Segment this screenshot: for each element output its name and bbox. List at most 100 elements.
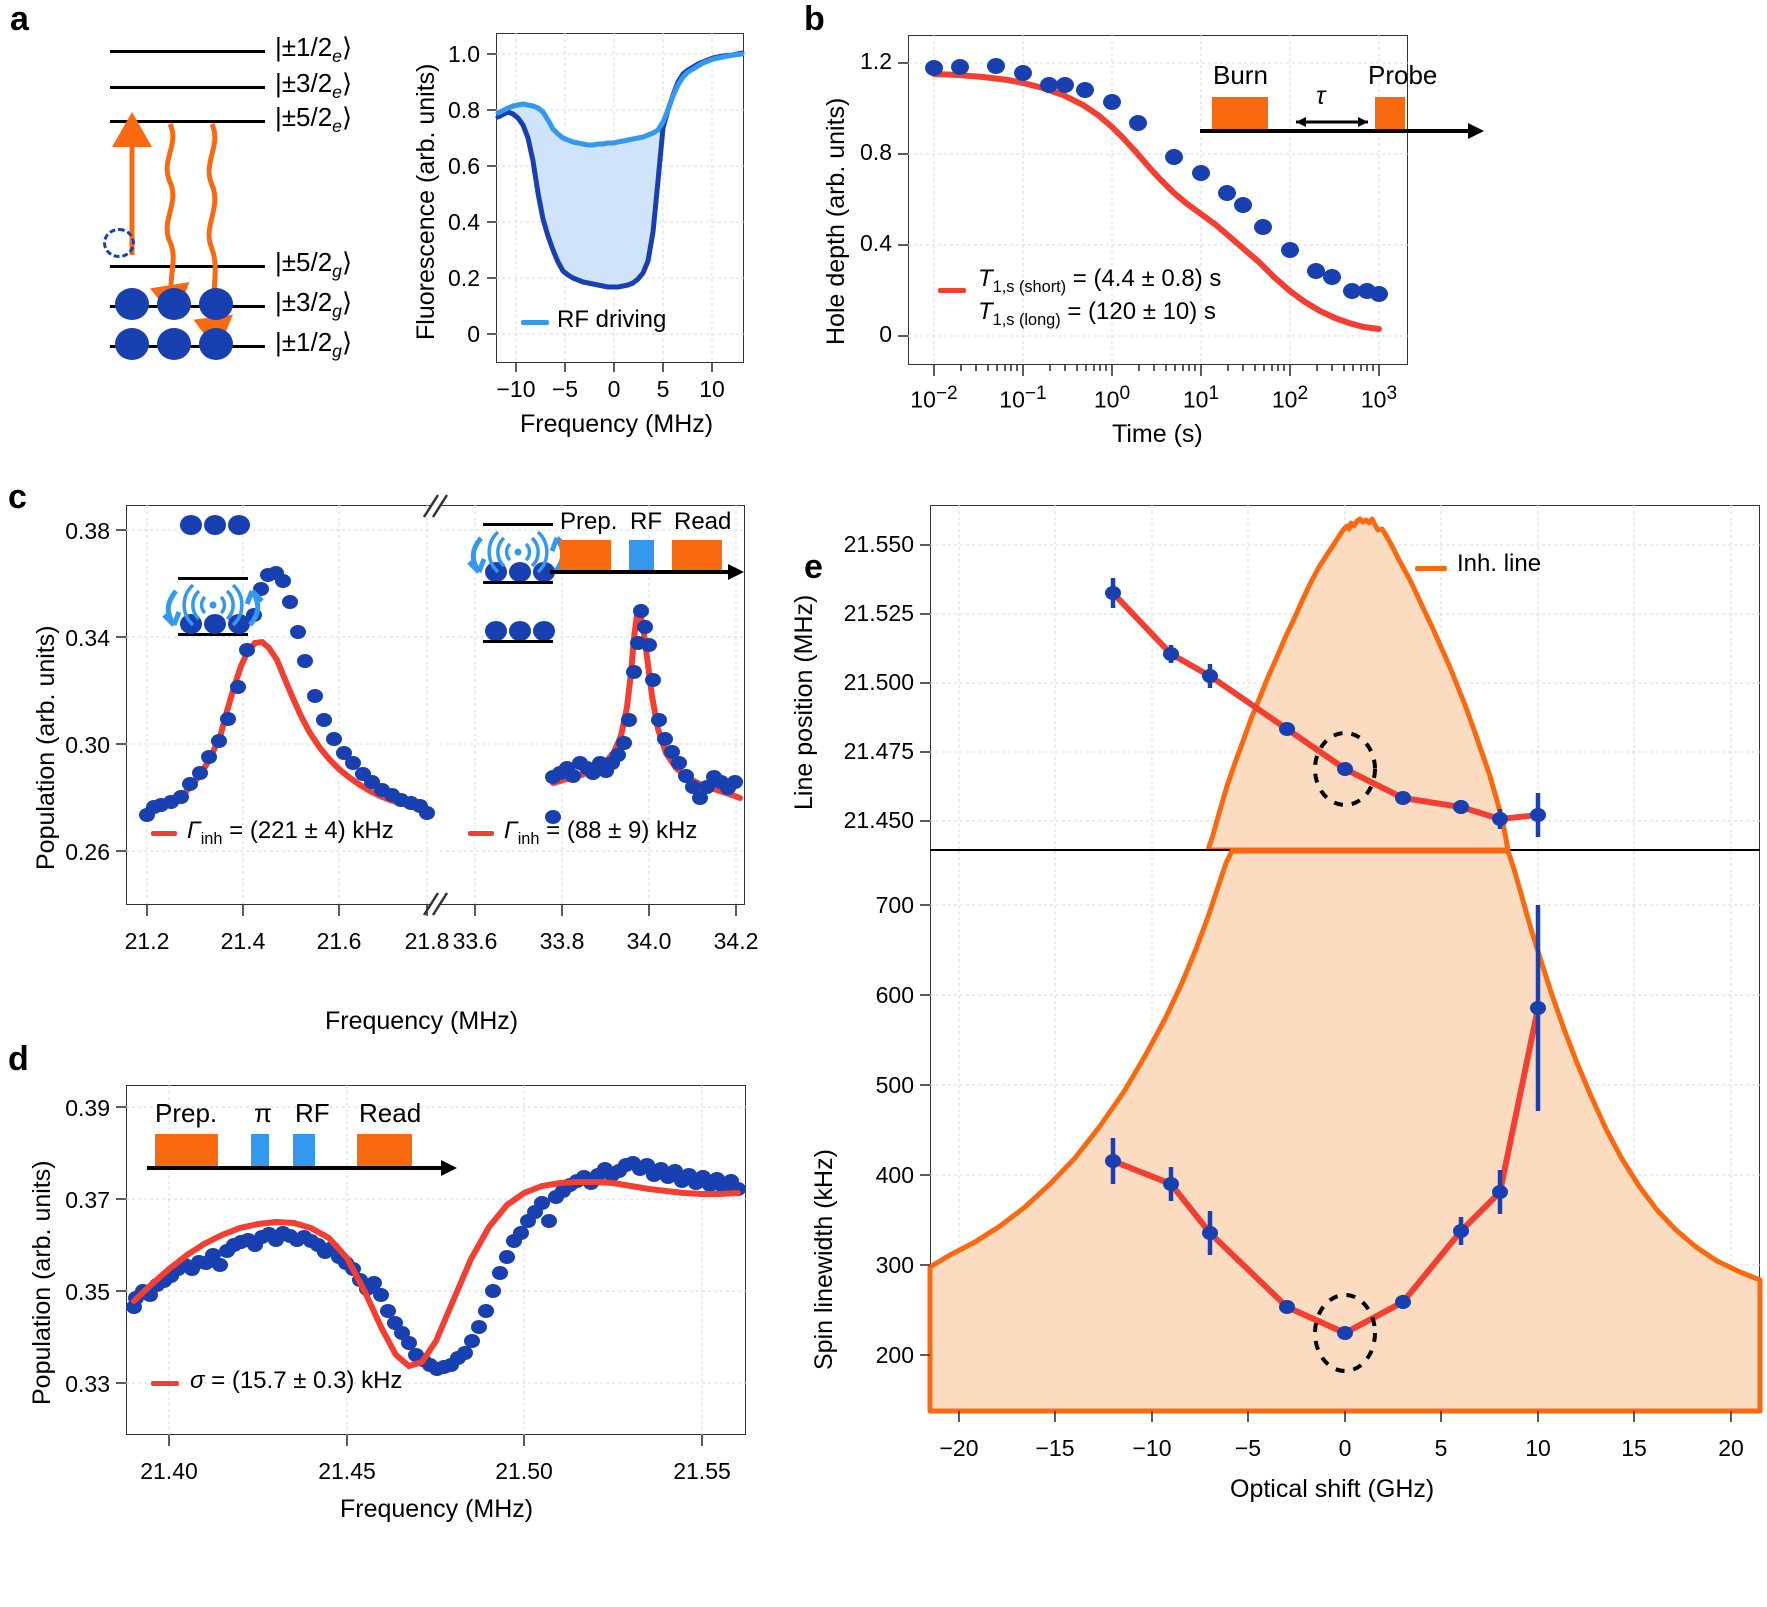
inset-level-lower xyxy=(178,633,248,636)
pi-pulse-block xyxy=(251,1134,269,1168)
panel-b-legend-swatch xyxy=(938,288,966,293)
panel-c-xtick: 21.6 xyxy=(316,928,362,954)
prep-pulse-block xyxy=(560,540,611,572)
panel-e-xtick: 0 xyxy=(1338,1435,1352,1461)
panel-a-xaxis-label: Frequency (MHz) xyxy=(520,410,714,438)
panel-c-xtick: 33.6 xyxy=(452,928,498,954)
burn-pulse-block xyxy=(1212,97,1268,131)
panel-c-right-points xyxy=(545,604,743,824)
panel-b-ytick: 0.8 xyxy=(860,139,892,165)
panel-d-plot-frame xyxy=(126,1085,746,1435)
inset-dot xyxy=(180,515,202,535)
population-dot xyxy=(199,288,233,320)
panel-e-bottom-chart xyxy=(920,848,1763,1422)
panel-d-ytick: 0.35 xyxy=(65,1279,110,1305)
population-dot xyxy=(199,328,233,360)
population-dot xyxy=(157,328,191,360)
rf-pulse-block xyxy=(629,540,654,572)
panel-b-ytick: 0.4 xyxy=(860,230,892,256)
panel-e-xtick: −5 xyxy=(1234,1435,1262,1461)
axis-break-left xyxy=(422,494,440,916)
rf-driving-fill xyxy=(498,53,742,287)
panel-c-label: c xyxy=(8,478,27,516)
panel-a-xtick: 0 xyxy=(607,376,621,402)
panel-b-pulse-sequence-inset: Burn Probe τ xyxy=(1200,60,1490,145)
level-line-e32 xyxy=(110,86,265,89)
panel-b-legend-short: T1,s (short) = (4.4 ± 0.8) s xyxy=(978,265,1222,296)
panel-a-ytick: 0.8 xyxy=(448,97,480,123)
panel-c-left-legend-label: Γinh = (221 ± 4) kHz xyxy=(187,817,394,848)
inh-line-profile-bottom xyxy=(927,848,1763,1414)
ket-label-g12: |±1/2g⟩ xyxy=(275,327,353,362)
panel-c-left-legend-swatch xyxy=(151,831,177,836)
panel-e-top-ytick: 21.475 xyxy=(843,738,914,764)
inset-level-upper xyxy=(483,523,553,526)
burn-pulse-label: Burn xyxy=(1213,60,1268,90)
panel-a-xtick: 5 xyxy=(656,376,670,402)
rf-pulse-block xyxy=(293,1134,315,1168)
highlight-circle-bottom xyxy=(1313,1293,1377,1373)
ket-label-g32: |±3/2g⟩ xyxy=(275,287,353,322)
inset-dot xyxy=(228,515,250,535)
hole-marker-icon xyxy=(103,228,135,258)
population-dot xyxy=(115,328,149,360)
panel-a-legend-swatch xyxy=(521,320,549,325)
panel-e-top-yaxis-label: Line position (MHz) xyxy=(790,594,818,810)
axis-break-right xyxy=(431,494,449,916)
inset-dot xyxy=(509,621,531,641)
panel-d-pulse-sequence-inset: Prep. π RF Read xyxy=(147,1098,477,1198)
energy-level-diagram: |±1/2e⟩ |±3/2e⟩ |±5/2e⟩ |±5/2g⟩ |±3/2g⟩ … xyxy=(60,20,380,362)
panel-e-legend-label: Inh. line xyxy=(1457,550,1542,577)
panel-e-xtick: −10 xyxy=(1132,1435,1172,1461)
panel-d-ytick: 0.37 xyxy=(65,1187,110,1213)
ket-label-e12: |±1/2e⟩ xyxy=(275,32,353,67)
highlight-circle-top xyxy=(1313,731,1377,807)
panel-b-xtick: 102 xyxy=(1271,383,1309,413)
pi-pulse-label: π xyxy=(254,1098,272,1128)
inset-level-upper xyxy=(178,577,248,580)
panel-b-ytick: 0 xyxy=(879,321,892,347)
panel-c-ytick: 0.34 xyxy=(65,625,110,651)
panel-d-fit-curve xyxy=(131,1179,741,1370)
inset-dot xyxy=(533,621,555,641)
panel-b-xtick: 100 xyxy=(1093,383,1131,413)
panel-e-top-ytick: 21.500 xyxy=(843,669,914,695)
tau-label: τ xyxy=(1316,82,1326,110)
panel-c-xtick: 33.8 xyxy=(539,928,585,954)
inset-level-lower xyxy=(483,640,553,643)
panel-e-bottom-ytick: 400 xyxy=(875,1162,914,1188)
panel-e-xtick: −20 xyxy=(939,1435,979,1461)
panel-d-ytick: 0.33 xyxy=(65,1371,110,1397)
panel-a-ytick: 0.2 xyxy=(448,265,480,291)
panel-e-top-points xyxy=(1105,586,1546,826)
panel-d-xtick: 21.45 xyxy=(318,1458,376,1484)
panel-b-ytick: 1.2 xyxy=(860,48,892,74)
prep-pulse-label: Prep. xyxy=(560,508,618,535)
panel-d-xaxis-label: Frequency (MHz) xyxy=(340,1495,534,1523)
panel-a-ytick: 0.6 xyxy=(448,153,480,179)
panel-c-sequence-arrow xyxy=(550,564,744,580)
probe-pulse-label: Probe xyxy=(1368,60,1438,90)
panel-d-chart xyxy=(116,1085,746,1446)
inh-line-profile-top xyxy=(1205,516,1511,853)
panel-a-xtick: −10 xyxy=(496,376,536,402)
panel-d-sequence-arrow xyxy=(147,1160,457,1176)
panel-a: a |±1/2e⟩ |±3/2e⟩ |±5/2e⟩ |±5/2g⟩ |±3/2g… xyxy=(0,0,790,460)
panel-b-data-points xyxy=(925,58,1388,302)
inset-dot xyxy=(509,562,531,582)
panel-b-xtick: 10−1 xyxy=(999,383,1047,413)
probe-pulse-block xyxy=(1375,97,1405,131)
panel-b-xaxis-label: Time (s) xyxy=(1112,420,1203,448)
panel-c-ytick: 0.26 xyxy=(65,839,110,865)
read-pulse-block xyxy=(672,540,722,572)
ket-label-g52: |±5/2g⟩ xyxy=(275,247,353,282)
inset-dot xyxy=(204,614,226,634)
panel-e-bottom-ytick: 200 xyxy=(875,1342,914,1368)
panel-c-pulse-sequence-inset: Prep. RF Read xyxy=(550,508,744,613)
panel-e-xtick: 10 xyxy=(1525,1435,1551,1461)
panel-c-yaxis-label: Population (arb. units) xyxy=(32,625,60,870)
panel-c-ytick: 0.38 xyxy=(65,518,110,544)
panel-c-xtick: 34.0 xyxy=(626,928,672,954)
level-line-e52 xyxy=(110,120,265,123)
panel-c-left-chart xyxy=(116,494,440,916)
